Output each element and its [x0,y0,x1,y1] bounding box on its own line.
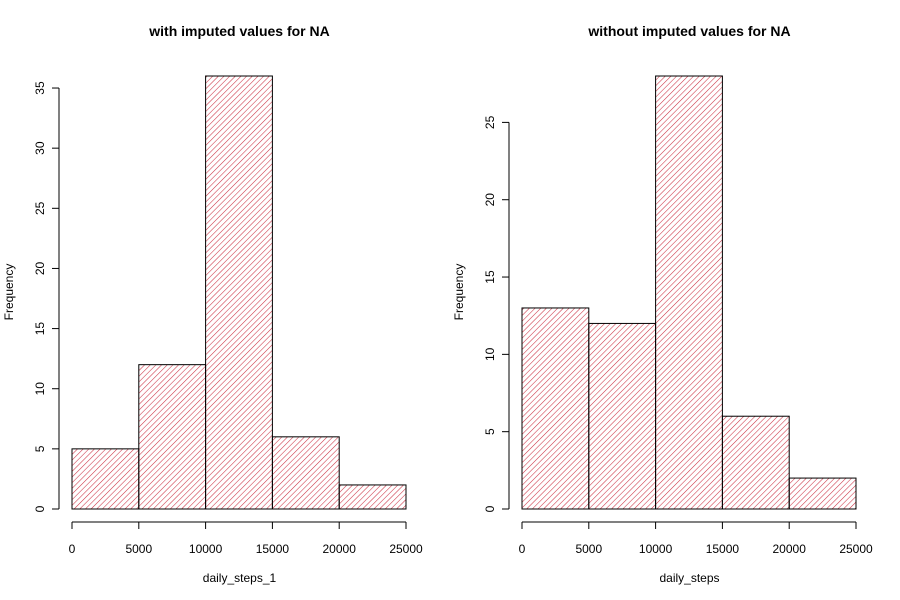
x-axis: 0 5000 10000 15000 20000 25000 [519,521,873,556]
y-tick-label: 0 [483,505,497,512]
histogram-bar [721,415,790,510]
x-tick-label: 0 [69,542,76,556]
y-tick-label: 10 [33,382,47,396]
y-axis: 0 5 10 15 20 25 30 35 [33,81,60,512]
histogram-panel-not-imputed: without imputed values for NA daily_step… [452,23,873,585]
bars [521,75,857,510]
x-tick-label: 15000 [706,542,740,556]
histogram-bar [655,75,723,510]
bars [71,75,407,510]
histogram-bar-fill [339,484,406,509]
histogram-bar-fill [522,307,589,509]
x-tick-label: 25000 [839,542,873,556]
y-axis-label: Frequency [2,264,16,321]
histogram-panel-imputed: with imputed values for NA daily_steps_1… [2,23,423,585]
y-tick-label: 25 [33,201,47,215]
histogram-bar-fill [272,436,340,509]
x-tick-label: 5000 [575,542,602,556]
y-tick-label: 15 [483,270,497,284]
x-tick-label: 5000 [125,542,152,556]
histogram-bar-fill [588,323,656,509]
x-axis-label: daily_steps_1 [203,571,277,585]
y-axis-label: Frequency [452,264,466,321]
y-tick-label: 15 [33,322,47,336]
x-axis: 0 5000 10000 15000 20000 25000 [69,521,423,556]
x-tick-label: 10000 [189,542,223,556]
y-tick-label: 20 [33,261,47,275]
x-tick-label: 10000 [639,542,673,556]
histogram-bar-fill [655,76,723,509]
x-tick-label: 15000 [256,542,290,556]
histogram-bar [271,436,340,510]
x-tick-label: 20000 [773,542,807,556]
y-tick-label: 30 [33,141,47,155]
y-tick-label: 0 [33,505,47,512]
y-tick-label: 20 [483,193,497,207]
y-tick-label: 35 [33,81,47,95]
x-tick-label: 20000 [323,542,357,556]
chart-title: without imputed values for NA [587,23,790,39]
y-tick-label: 5 [483,428,497,435]
histogram-bar [788,477,857,510]
y-tick-label: 25 [483,115,497,129]
histogram-bar-fill [72,448,139,509]
y-tick-label: 10 [483,347,497,361]
histogram-bar-fill [205,76,273,509]
histogram-bar [338,484,407,510]
histogram-bar-fill [789,478,856,509]
x-tick-label: 25000 [389,542,423,556]
x-axis-label: daily_steps [659,571,719,585]
chart-title: with imputed values for NA [148,23,329,39]
y-axis: 0 5 10 15 20 25 [483,115,510,512]
x-tick-label: 0 [519,542,526,556]
histogram-bar-fill [138,364,206,509]
y-tick-label: 5 [33,445,47,452]
histogram-bar [205,75,273,510]
histogram-bar-fill [722,416,790,509]
